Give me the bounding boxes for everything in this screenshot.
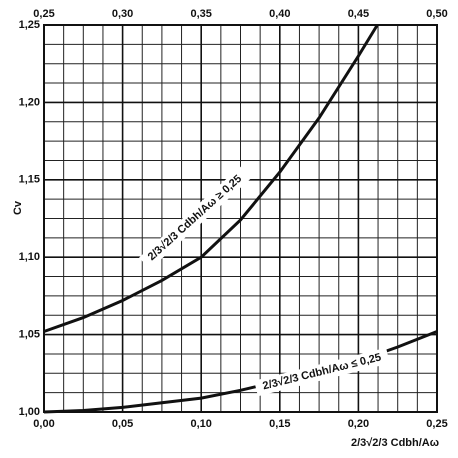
x2-tick-label: 0,50 <box>426 8 447 20</box>
curve <box>43 24 379 333</box>
y-axis-label: Cv <box>12 200 24 215</box>
y-tick-label: 1,10 <box>19 251 40 263</box>
x2-tick-label: 0,30 <box>112 8 133 20</box>
x2-tick-label: 0,40 <box>269 8 290 20</box>
x-tick-label: 0,05 <box>112 418 133 430</box>
x2-tick-label: 0,45 <box>348 8 369 20</box>
x-tick-label: 0,25 <box>426 418 447 430</box>
x2-tick-label: 0,35 <box>190 8 211 20</box>
plot-frame <box>43 24 438 413</box>
x-tick-label: 0,20 <box>348 418 369 430</box>
label-background <box>139 166 251 270</box>
y-tick-label: 1,25 <box>19 19 40 31</box>
y-tick-label: 1,00 <box>19 406 40 418</box>
x-tick-label: 0,10 <box>190 418 211 430</box>
x2-tick-label: 0,25 <box>33 8 54 20</box>
x-tick-label: 0,15 <box>269 418 290 430</box>
curve-label: 2/3√2/3 Cdbh/Aω ≥ 0,25 <box>146 173 244 263</box>
label-background <box>254 347 390 397</box>
y-tick-label: 1,20 <box>19 96 40 108</box>
y-tick-label: 1,05 <box>19 329 40 341</box>
y-tick-label: 1,15 <box>19 174 40 186</box>
x-axis-label: 2/3√2/3 Cdbh/Aω <box>351 437 439 449</box>
x-tick-label: 0,00 <box>33 418 54 430</box>
